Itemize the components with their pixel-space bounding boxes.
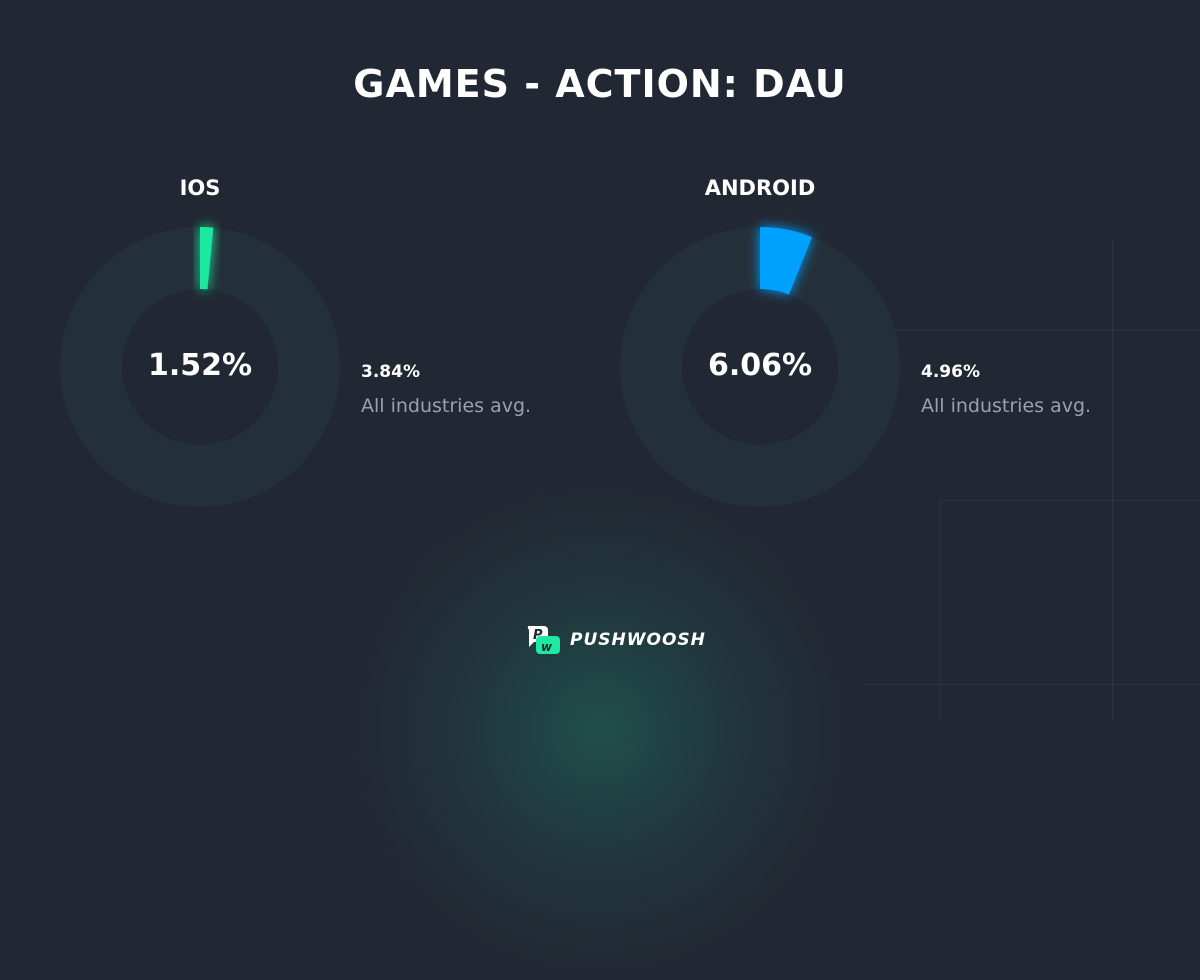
- pushwoosh-logo: P w PUSHWOOSH: [526, 624, 706, 656]
- android-avg-value: 4.96%: [921, 362, 980, 382]
- grid-line: [940, 500, 941, 720]
- ios-avg-value: 3.84%: [361, 362, 420, 382]
- android-value: 6.06%: [707, 348, 813, 383]
- svg-text:P: P: [533, 628, 543, 643]
- donut-segment-android: [760, 227, 813, 295]
- android-label: ANDROID: [704, 176, 816, 200]
- svg-text:w: w: [541, 640, 553, 654]
- ios-label: IOS: [179, 176, 221, 200]
- brand-name: PUSHWOOSH: [570, 630, 706, 650]
- grid-line: [860, 684, 1200, 685]
- ios-value: 1.52%: [147, 348, 253, 383]
- pushwoosh-logo-icon: P w: [527, 626, 560, 654]
- ios-avg-label: All industries avg.: [361, 395, 532, 417]
- grid-line: [940, 500, 1200, 501]
- grid-line: [1112, 240, 1113, 720]
- donut-charts: [200, 227, 813, 295]
- android-avg-label: All industries avg.: [921, 395, 1092, 417]
- donut-segment-ios: [200, 227, 214, 290]
- grid-line: [880, 330, 1200, 331]
- chart-title: GAMES - ACTION: DAU: [353, 62, 847, 106]
